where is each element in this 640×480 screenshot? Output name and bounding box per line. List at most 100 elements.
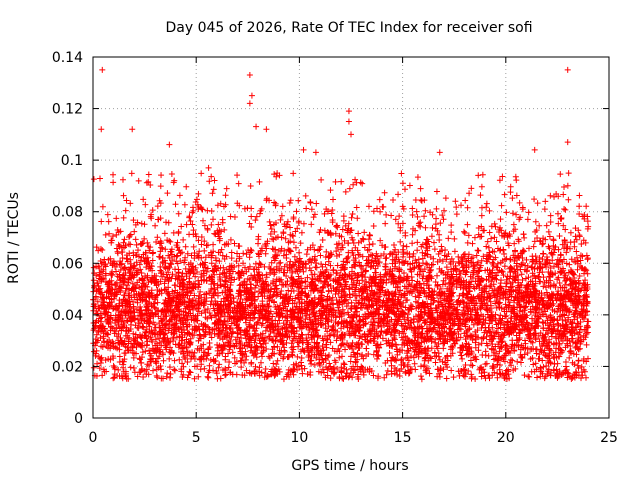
- data-point: [154, 374, 161, 381]
- data-point: [324, 336, 331, 343]
- data-point: [246, 254, 253, 261]
- data-point: [185, 330, 192, 337]
- data-point: [248, 359, 255, 366]
- data-point: [510, 221, 517, 228]
- data-point: [582, 277, 589, 284]
- data-point: [176, 356, 183, 363]
- data-point: [341, 237, 348, 244]
- data-point: [396, 213, 403, 220]
- data-point: [576, 203, 583, 210]
- data-point: [483, 204, 490, 211]
- data-point: [506, 299, 513, 306]
- data-point: [328, 297, 335, 304]
- data-point: [448, 229, 455, 236]
- data-point: [334, 262, 341, 269]
- data-point: [127, 200, 134, 207]
- data-point: [346, 185, 353, 192]
- data-point: [547, 192, 554, 199]
- data-point: [432, 359, 439, 366]
- data-point: [462, 197, 469, 204]
- data-point: [189, 221, 196, 228]
- data-point: [513, 211, 520, 218]
- data-point: [303, 205, 310, 212]
- data-point: [509, 195, 516, 202]
- data-point: [183, 183, 190, 190]
- data-point: [277, 216, 284, 223]
- data-point: [562, 206, 569, 213]
- data-point: [238, 364, 245, 371]
- data-point: [223, 266, 230, 273]
- data-point: [182, 243, 189, 250]
- data-point: [417, 373, 424, 380]
- data-point: [381, 189, 388, 196]
- data-point: [399, 180, 406, 187]
- data-point: [94, 298, 101, 305]
- data-point: [426, 370, 433, 377]
- data-point: [208, 314, 215, 321]
- data-point: [520, 303, 527, 310]
- data-point: [183, 221, 190, 228]
- data-point: [409, 212, 416, 219]
- data-point: [373, 250, 380, 257]
- data-point: [205, 374, 212, 381]
- data-point: [414, 247, 421, 254]
- data-point: [214, 202, 221, 209]
- data-point: [149, 207, 156, 214]
- data-point: [234, 172, 241, 179]
- data-point: [545, 273, 552, 280]
- data-point: [352, 308, 359, 315]
- data-point: [259, 353, 266, 360]
- data-point: [545, 228, 552, 235]
- data-point: [338, 294, 345, 301]
- data-point: [257, 359, 264, 366]
- data-point: [387, 250, 394, 257]
- data-point: [563, 249, 570, 256]
- data-point: [475, 172, 482, 179]
- data-point: [585, 318, 592, 325]
- data-point: [235, 262, 242, 269]
- data-point: [408, 353, 415, 360]
- data-point: [135, 177, 142, 184]
- data-point: [430, 324, 437, 331]
- data-point: [478, 183, 485, 190]
- data-point: [268, 226, 275, 233]
- data-point: [149, 257, 156, 264]
- data-point: [319, 237, 326, 244]
- data-point: [150, 367, 157, 374]
- data-point: [284, 218, 291, 225]
- data-point: [565, 170, 572, 177]
- data-point: [578, 240, 585, 247]
- data-point: [583, 252, 590, 259]
- data-point: [583, 341, 590, 348]
- data-point: [342, 188, 349, 195]
- data-point: [448, 255, 455, 262]
- data-point: [211, 230, 218, 237]
- data-point: [443, 375, 450, 382]
- data-point: [367, 264, 374, 271]
- data-point: [383, 211, 390, 218]
- data-point: [445, 235, 452, 242]
- data-point: [374, 205, 381, 212]
- data-point: [161, 230, 168, 237]
- data-point: [204, 226, 211, 233]
- data-point: [116, 353, 123, 360]
- data-point: [486, 320, 493, 327]
- data-point: [338, 178, 345, 185]
- data-point: [158, 172, 165, 179]
- data-point: [171, 282, 178, 289]
- data-point: [554, 360, 561, 367]
- data-point: [181, 201, 188, 208]
- data-point: [207, 357, 214, 364]
- data-point: [274, 357, 281, 364]
- data-point: [251, 339, 258, 346]
- data-point: [186, 368, 193, 375]
- data-point: [248, 213, 255, 220]
- data-point: [126, 232, 133, 239]
- data-point: [201, 365, 208, 372]
- data-point: [560, 222, 567, 229]
- data-point: [96, 365, 103, 372]
- data-point: [210, 241, 217, 248]
- chart-title: Day 045 of 2026, Rate Of TEC Index for r…: [165, 20, 532, 36]
- data-point: [217, 375, 224, 382]
- data-point: [166, 355, 173, 362]
